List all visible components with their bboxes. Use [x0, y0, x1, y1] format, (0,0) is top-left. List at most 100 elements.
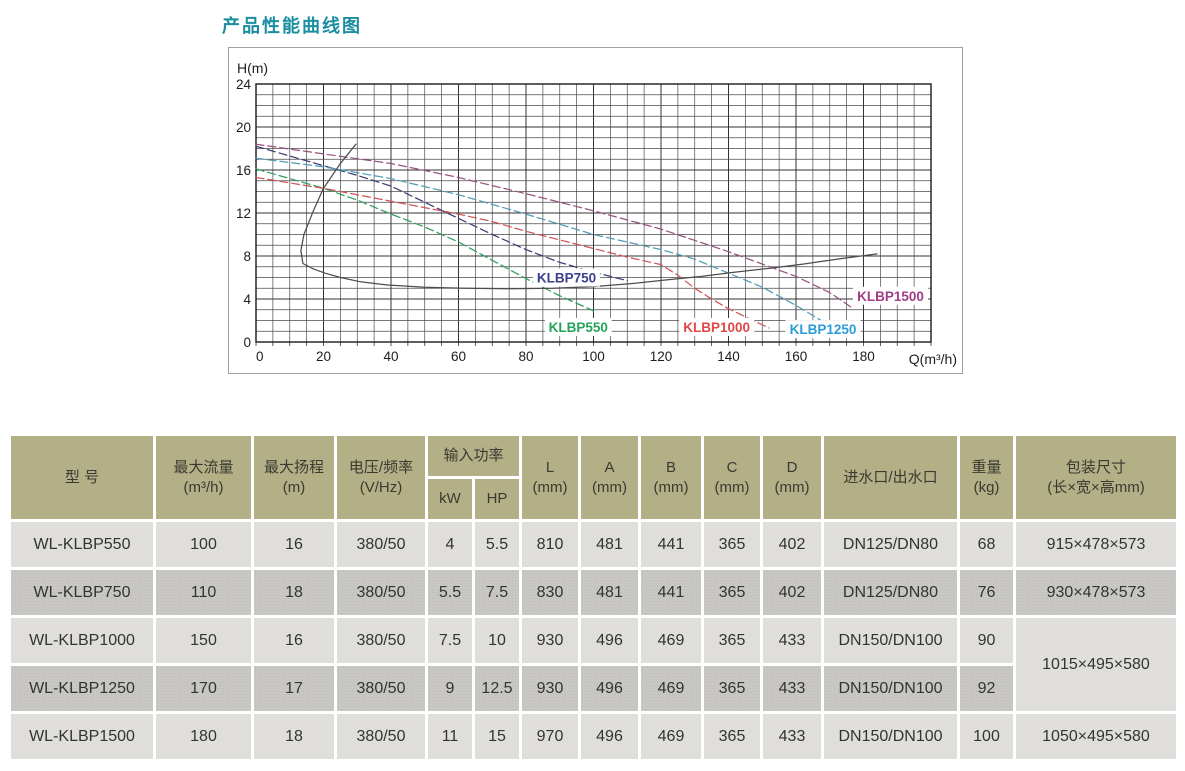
- cell-pack: 1050×495×580: [1016, 714, 1176, 759]
- svg-text:140: 140: [717, 349, 740, 364]
- cell-hp: 10: [475, 618, 519, 663]
- cell-B: 469: [641, 666, 701, 711]
- curve-KLBP1250: [255, 157, 824, 323]
- cell-L: 970: [522, 714, 578, 759]
- col-header-max-head-title: 最大扬程: [263, 459, 324, 476]
- svg-text:180: 180: [852, 349, 875, 364]
- table-row-WL-KLBP750: WL-KLBP750 110 18 380/50 5.5 7.5 830 481 441 365 4…: [11, 570, 1176, 615]
- curve-label-KLBP750: KLBP750: [537, 271, 596, 286]
- cell-weight: 76: [960, 570, 1013, 615]
- cell-ports: DN150/DN100: [824, 714, 957, 759]
- curve-label-KLBP1000: KLBP1000: [683, 320, 750, 335]
- cell-D: 433: [763, 618, 821, 663]
- cell-A: 496: [581, 714, 638, 759]
- curve-KLBP1500: [255, 143, 855, 310]
- cell-A: 496: [581, 666, 638, 711]
- svg-text:12: 12: [236, 206, 251, 221]
- cell-L: 810: [522, 522, 578, 567]
- cell-flow: 180: [156, 714, 251, 759]
- cell-B: 441: [641, 522, 701, 567]
- col-header-max-flow: 最大流量 (m³/h): [156, 436, 251, 519]
- cell-flow: 170: [156, 666, 251, 711]
- cell-D: 433: [763, 714, 821, 759]
- col-header-D: D (mm): [763, 436, 821, 519]
- svg-text:0: 0: [243, 335, 251, 350]
- col-header-ports: 进水口/出水口: [824, 436, 957, 519]
- cell-L: 930: [522, 618, 578, 663]
- cell-model: WL-KLBP550: [11, 522, 153, 567]
- cell-weight: 100: [960, 714, 1013, 759]
- svg-text:4: 4: [243, 292, 251, 307]
- cell-L: 930: [522, 666, 578, 711]
- cell-B: 469: [641, 714, 701, 759]
- spec-table-body: WL-KLBP550 100 16 380/50 4 5.5 810 481 441 365 402…: [11, 522, 1176, 759]
- cell-ports: DN125/DN80: [824, 522, 957, 567]
- cell-voltage: 380/50: [337, 714, 425, 759]
- cell-A: 481: [581, 522, 638, 567]
- cell-A: 496: [581, 618, 638, 663]
- col-header-voltage: 电压/频率 (V/Hz): [337, 436, 425, 519]
- cell-C: 365: [704, 666, 760, 711]
- table-row-WL-KLBP1250: WL-KLBP1250 170 17 380/50 9 12.5 930 496 469 365 4…: [11, 666, 1176, 711]
- svg-text:40: 40: [383, 349, 398, 364]
- table-row-WL-KLBP1000: WL-KLBP1000 150 16 380/50 7.5 10 930 496 469 365 4…: [11, 618, 1176, 711]
- col-header-D-title: D: [786, 459, 798, 476]
- cell-voltage: 380/50: [337, 570, 425, 615]
- cell-model: WL-KLBP1250: [11, 666, 153, 711]
- curve-KLBP1000: [255, 176, 770, 329]
- cell-ports: DN125/DN80: [824, 570, 957, 615]
- cell-B: 441: [641, 570, 701, 615]
- cell-flow: 100: [156, 522, 251, 567]
- col-header-pack-unit: (长×宽×高mm): [1047, 478, 1145, 496]
- cell-head: 18: [254, 570, 334, 615]
- cell-head: 18: [254, 714, 334, 759]
- cell-C: 365: [704, 570, 760, 615]
- table-row-WL-KLBP550: WL-KLBP550 100 16 380/50 4 5.5 810 481 441 365 402…: [11, 522, 1176, 567]
- performance-chart: 0 4 8 12 16 20 24 0 20 40 60 80 100 120 140 160 180 H(m) Q…: [228, 47, 963, 374]
- col-header-voltage-title: 电压/频率: [348, 459, 414, 476]
- col-header-A: A (mm): [581, 436, 638, 519]
- curve-label-KLBP550: KLBP550: [549, 320, 608, 335]
- cell-D: 402: [763, 522, 821, 567]
- cell-hp: 12.5: [475, 666, 519, 711]
- cell-flow: 150: [156, 618, 251, 663]
- svg-text:20: 20: [316, 349, 331, 364]
- svg-text:8: 8: [243, 249, 251, 264]
- cell-hp: 7.5: [475, 570, 519, 615]
- x-axis-label: Q(m³/h): [909, 351, 957, 367]
- col-header-A-title: A: [604, 459, 615, 476]
- col-header-hp: HP: [475, 479, 519, 519]
- cell-D: 402: [763, 570, 821, 615]
- svg-text:0: 0: [256, 349, 264, 364]
- curve-KLBP750: [255, 145, 628, 282]
- cell-model: WL-KLBP1000: [11, 618, 153, 663]
- cell-D: 433: [763, 666, 821, 711]
- col-header-max-flow-unit: (m³/h): [183, 478, 224, 496]
- cell-flow: 110: [156, 570, 251, 615]
- cell-voltage: 380/50: [337, 522, 425, 567]
- col-header-L: L (mm): [522, 436, 578, 519]
- col-header-max-head-unit: (m): [282, 478, 306, 496]
- col-header-kw: kW: [428, 479, 472, 519]
- cell-weight: 90: [960, 618, 1013, 663]
- cell-weight: 92: [960, 666, 1013, 711]
- curve-operating-envelope: [300, 143, 878, 290]
- curve-label-KLBP1250: KLBP1250: [790, 322, 857, 337]
- cell-kw: 4: [428, 522, 472, 567]
- cell-ports: DN150/DN100: [824, 618, 957, 663]
- col-header-D-unit: (mm): [774, 478, 810, 496]
- cell-pack: 930×478×573: [1016, 570, 1176, 615]
- col-header-max-flow-title: 最大流量: [173, 459, 234, 476]
- cell-C: 365: [704, 522, 760, 567]
- col-header-weight: 重量 (kg): [960, 436, 1013, 519]
- cell-hp: 5.5: [475, 522, 519, 567]
- col-header-B-title: B: [665, 459, 676, 476]
- cell-pack: 915×478×573: [1016, 522, 1176, 567]
- svg-text:160: 160: [785, 349, 808, 364]
- cell-kw: 11: [428, 714, 472, 759]
- col-header-B: B (mm): [641, 436, 701, 519]
- spec-table-header: 型 号 最大流量 (m³/h) 最大扬程 (m) 电压/频率 (V/Hz) 输入…: [11, 436, 1176, 519]
- cell-pack: 1015×495×580: [1016, 618, 1176, 711]
- col-header-B-unit: (mm): [653, 478, 689, 496]
- col-header-weight-title: 重量: [971, 459, 1002, 476]
